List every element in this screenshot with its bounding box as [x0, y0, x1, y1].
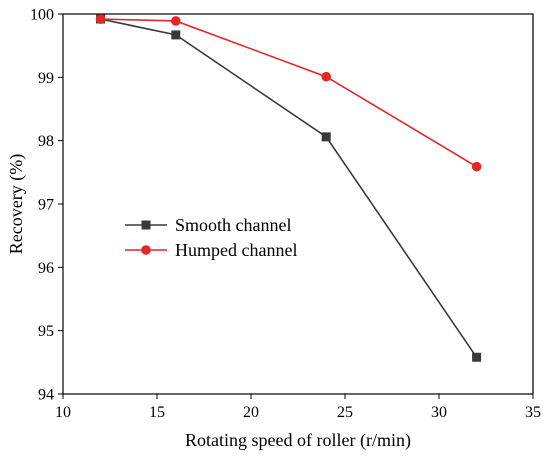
- data-point: [171, 16, 181, 26]
- x-tick-label: 20: [243, 404, 259, 421]
- data-point: [472, 352, 482, 362]
- legend-item: Humped channel: [125, 240, 297, 260]
- legend-marker: [141, 220, 151, 230]
- y-axis-title: Recovery (%): [6, 154, 27, 254]
- x-tick-label: 30: [431, 404, 447, 421]
- x-axis-title: Rotating speed of roller (r/min): [185, 430, 411, 451]
- y-tick-label: 99: [38, 70, 54, 87]
- series-line: [100, 18, 478, 168]
- x-tick-label: 10: [55, 404, 71, 421]
- legend-label: Smooth channel: [175, 215, 291, 235]
- data-point: [321, 71, 332, 82]
- data-point: [321, 132, 331, 142]
- axes: 10 15 20 25 30 35 94 95 96 97 98 99 100: [30, 7, 541, 422]
- legend-label: Humped channel: [175, 240, 297, 260]
- y-tick-label: 95: [38, 323, 54, 340]
- data-point: [471, 161, 482, 172]
- legend: Smooth channel Humped channel: [125, 215, 297, 260]
- series-humped: [95, 14, 482, 172]
- legend-item: Smooth channel: [125, 215, 291, 235]
- y-tick-label: 97: [38, 197, 54, 214]
- x-tick-label: 15: [149, 404, 165, 421]
- series-smooth: [96, 14, 482, 362]
- y-tick-label: 96: [38, 260, 54, 277]
- y-tick-label: 100: [30, 7, 54, 24]
- y-tick-label: 94: [38, 387, 54, 404]
- x-tick-label: 35: [525, 404, 541, 421]
- x-tick-label: 25: [337, 404, 353, 421]
- legend-marker: [141, 245, 151, 255]
- y-tick-label: 98: [38, 133, 54, 150]
- plot-area: [95, 14, 482, 362]
- data-point: [171, 30, 181, 40]
- series-line: [100, 18, 478, 358]
- data-point: [95, 14, 106, 24]
